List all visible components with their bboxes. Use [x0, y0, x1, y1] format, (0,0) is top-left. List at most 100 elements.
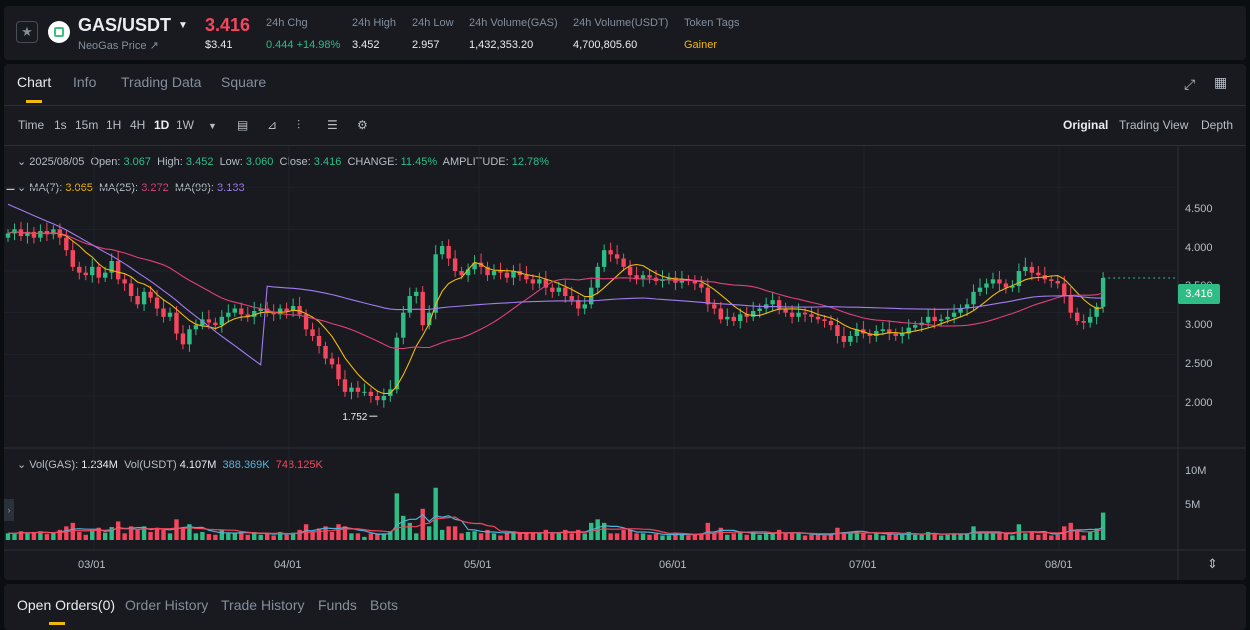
volume-bar	[770, 533, 775, 540]
interval-time[interactable]: Time	[18, 118, 45, 132]
volume-bar	[997, 533, 1002, 540]
interval-1d[interactable]: 1D	[154, 118, 170, 132]
volume-bar	[200, 531, 205, 540]
volume-bar	[783, 533, 788, 540]
candle-body	[563, 287, 568, 296]
volume-bar	[614, 533, 620, 540]
view-depth[interactable]: Depth	[1201, 118, 1234, 132]
candle-type-icon[interactable]: ⫶	[297, 118, 301, 132]
candle-body	[329, 358, 335, 365]
candle-body	[1100, 278, 1106, 307]
candle-body	[1075, 312, 1080, 321]
volume-bar	[880, 535, 885, 540]
volume-bar	[427, 526, 432, 540]
candle-body	[297, 306, 302, 315]
volume-bar	[226, 533, 231, 540]
fullscreen-icon[interactable]: ⤢	[1184, 76, 1196, 92]
volume-bar	[1100, 512, 1106, 540]
volume-bar	[485, 529, 490, 540]
tab-open-orders[interactable]: Open Orders(0)	[17, 597, 116, 613]
tab-bots[interactable]: Bots	[370, 597, 399, 613]
volume-bar	[174, 519, 179, 540]
candle-body	[51, 229, 56, 235]
interval-15m[interactable]: 15m	[75, 118, 99, 132]
current-price-tag: 3.416	[1178, 284, 1220, 304]
fit-axis-icon[interactable]: ⇕	[1207, 556, 1218, 571]
interval-more-icon[interactable]: ▼	[208, 121, 217, 131]
interval-1s[interactable]: 1s	[54, 118, 67, 132]
candle-body	[627, 266, 633, 276]
volume-bar	[828, 533, 834, 540]
pair-name[interactable]: GAS/USDT	[78, 15, 172, 35]
candle-body	[906, 327, 911, 334]
calendar-icon[interactable]: ▤	[237, 118, 249, 132]
tab-trading-data[interactable]: Trading Data	[121, 74, 202, 90]
volume-bar	[556, 533, 561, 540]
volume-bar	[362, 536, 367, 540]
volume-bar	[70, 522, 75, 540]
tab-funds[interactable]: Funds	[318, 597, 357, 613]
tab-trade-history[interactable]: Trade History	[221, 597, 305, 613]
interval-1w[interactable]: 1W	[176, 118, 194, 132]
volume-bar	[1075, 529, 1080, 540]
volume-bar	[932, 533, 937, 540]
expand-left-icon[interactable]: ›	[4, 499, 14, 521]
candlestick-chart[interactable]: 4.236 1.752	[4, 64, 1246, 580]
token-subname[interactable]: NeoGas Price ↗	[78, 40, 159, 52]
volume-bar	[582, 533, 587, 540]
candle-body	[323, 346, 328, 359]
candle-body	[757, 308, 762, 311]
volume-bar	[835, 527, 840, 540]
volume-bar	[167, 533, 173, 540]
settings-gear-icon[interactable]: ⚙	[357, 118, 368, 132]
candle-body	[90, 266, 95, 276]
candle-body	[232, 308, 237, 313]
chart-panel: Chart Info Trading Data Square ⤢ ▦ Time …	[4, 64, 1246, 580]
candle-body	[932, 316, 937, 321]
last-price: 3.416	[205, 15, 251, 35]
volume-bar	[1049, 535, 1054, 540]
layout-grid-icon[interactable]: ▦	[1214, 74, 1228, 90]
chevron-down-icon[interactable]: ⌄	[17, 459, 27, 471]
candle-body	[342, 379, 348, 392]
interval-1h[interactable]: 1H	[106, 118, 122, 132]
stat-value-token-tags[interactable]: Gainer	[684, 39, 718, 51]
candle-body	[1003, 283, 1009, 288]
candle-body	[44, 231, 50, 235]
candle-body	[880, 329, 885, 331]
candle-body	[375, 396, 380, 401]
interval-4h[interactable]: 4H	[130, 118, 146, 132]
candle-body	[128, 283, 134, 296]
tab-square[interactable]: Square	[221, 74, 267, 90]
candle-body	[582, 304, 587, 309]
chart-style-icon[interactable]: ☰	[327, 118, 338, 132]
volume-bar	[193, 533, 199, 540]
candle-body	[180, 333, 186, 345]
chevron-down-icon[interactable]: ⌄	[17, 156, 27, 168]
volume-bar	[990, 533, 996, 540]
volume-bar	[679, 534, 685, 540]
volume-bar	[219, 529, 225, 540]
volume-bar	[401, 515, 406, 540]
tab-chart[interactable]: Chart	[17, 74, 52, 90]
volume-bar	[187, 524, 192, 540]
indicator-icon[interactable]: ⊿	[267, 118, 278, 132]
view-original[interactable]: Original	[1063, 118, 1109, 132]
volume-bar	[135, 529, 140, 540]
active-tab-indicator	[26, 100, 42, 103]
candle-body	[83, 272, 88, 276]
favorite-star-icon[interactable]: ★	[16, 21, 38, 43]
pair-dropdown-icon[interactable]: ▼	[178, 20, 188, 31]
view-trading-view[interactable]: Trading View	[1119, 118, 1189, 132]
candle-body	[316, 336, 322, 346]
volume-bar	[738, 531, 743, 540]
tab-info[interactable]: Info	[73, 74, 97, 90]
candle-body	[1094, 306, 1099, 317]
price-tick: 2.000	[1185, 397, 1213, 409]
volume-bar	[252, 531, 257, 540]
candle-body	[550, 287, 555, 292]
date-tick: 04/01	[274, 559, 302, 571]
tab-order-history[interactable]: Order History	[125, 597, 209, 613]
volume-bar	[271, 535, 276, 540]
candle-body	[848, 336, 853, 342]
